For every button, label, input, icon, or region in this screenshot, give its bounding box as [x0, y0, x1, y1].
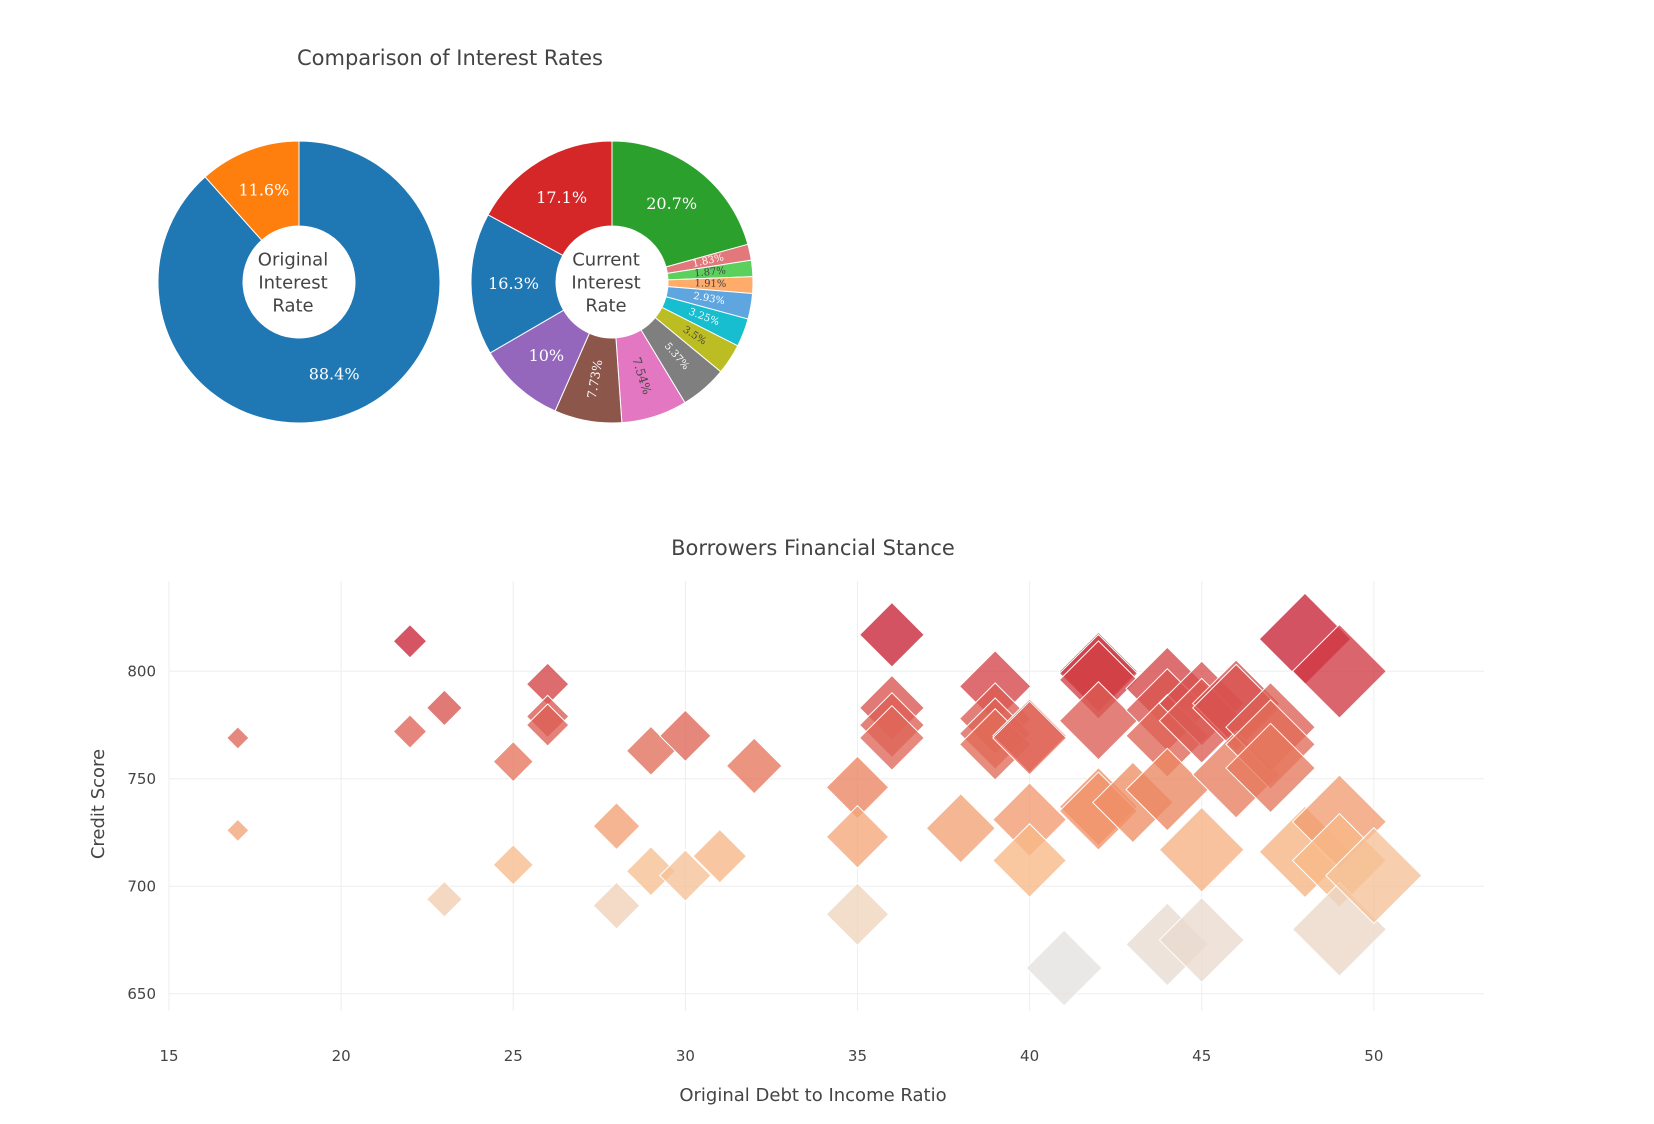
pie1-slice-1: [204, 140, 300, 241]
pie1-slice-label-1: 11.6%: [238, 180, 289, 199]
y-tick-label-1: 700: [127, 877, 156, 895]
x-axis-ticks: 15 20 25 30 35 40 45 50: [159, 1047, 1383, 1065]
pie2-slice-12: [487, 140, 613, 256]
y-tick-label-0: 650: [127, 985, 156, 1003]
scatter-point-14: [625, 846, 677, 897]
scatter-point-10: [525, 703, 570, 747]
y-axis-ticks: 650 700 750 800: [127, 662, 156, 1003]
x-tick-label-3: 30: [676, 1047, 695, 1065]
scatter-point-64: [1325, 826, 1423, 925]
pie2-slice-0: [611, 140, 749, 268]
scatter-point-17: [692, 828, 748, 884]
pie1-hole-label-2: Rate: [272, 296, 313, 317]
scatter-point-16: [659, 849, 712, 902]
pie2-slice-label-10: 10%: [529, 346, 565, 365]
scatter-point-3: [392, 714, 428, 749]
pie2-slice-11: [470, 214, 565, 354]
pie1-hole-label-1: Interest: [258, 273, 327, 294]
scatter-point-51: [1158, 896, 1245, 984]
scatter-point-18: [725, 737, 783, 795]
scatter-point-25: [858, 704, 925, 771]
scatter-point-50: [1158, 806, 1245, 893]
y-tick-label-3: 800: [127, 662, 156, 680]
scatter-point-57: [1225, 722, 1316, 814]
scatter-point-22: [858, 601, 925, 668]
scatter-point-34: [992, 823, 1068, 898]
scatter-point-21: [825, 882, 890, 947]
pie2-slice-label-11: 16.3%: [488, 274, 539, 293]
pie2-hole-label-2: Rate: [585, 296, 626, 317]
scatter-point-26: [925, 793, 996, 864]
scatter-point-6: [492, 740, 534, 783]
scatter-point-12: [592, 881, 641, 930]
pie1-slice-0: [157, 140, 441, 424]
scatter-point-2: [392, 623, 428, 659]
pie2-slice-label-0: 20.7%: [646, 194, 697, 213]
scatter-point-32: [992, 700, 1068, 776]
scatter-point-20: [825, 804, 890, 869]
x-tick-label-0: 15: [159, 1047, 178, 1065]
pie2-slice-label-3: 1.91%: [694, 278, 726, 290]
scatter-point-5: [425, 880, 463, 918]
x-tick-label-5: 40: [1020, 1047, 1039, 1065]
x-tick-label-6: 45: [1192, 1047, 1211, 1065]
x-tick-label-2: 25: [504, 1047, 523, 1065]
pie2-slice-label-9: 7.73%: [585, 358, 606, 399]
x-tick-label-1: 20: [332, 1047, 351, 1065]
scatter-point-35: [1025, 929, 1103, 1007]
x-tick-label-4: 35: [848, 1047, 867, 1065]
scatter-point-60: [1291, 623, 1387, 719]
scatter-points: [226, 592, 1423, 1007]
pie2-slice-label-4: 2.93%: [692, 291, 725, 307]
pie-chart-title: Comparison of Interest Rates: [297, 46, 603, 70]
scatter-point-39: [1058, 681, 1139, 761]
pie2-slice-label-2: 1.87%: [694, 265, 727, 279]
scatter-point-7: [492, 844, 534, 886]
scatter-point-0: [226, 726, 250, 750]
current-rate-donut: 20.7%1.83%1.87%1.91%2.93%3.25%3.5%5.37%7…: [470, 140, 754, 424]
pie2-hole-label-0: Current: [572, 250, 640, 271]
y-tick-label-2: 750: [127, 770, 156, 788]
pie2-slice-label-12: 17.1%: [536, 188, 587, 207]
y-axis-title: Credit Score: [88, 749, 109, 859]
x-tick-label-7: 50: [1364, 1047, 1383, 1065]
scatter-point-4: [425, 689, 463, 727]
scatter-point-1: [226, 818, 250, 843]
scatter-chart-title: Borrowers Financial Stance: [671, 536, 955, 560]
pie1-hole-label-0: Original: [258, 250, 328, 271]
x-axis-title: Original Debt to Income Ratio: [679, 1085, 946, 1106]
scatter-point-11: [592, 802, 641, 851]
pie1-slice-label-0: 88.4%: [309, 365, 360, 384]
scatter-point-15: [659, 709, 712, 763]
pie2-hole-label-1: Interest: [571, 273, 640, 294]
